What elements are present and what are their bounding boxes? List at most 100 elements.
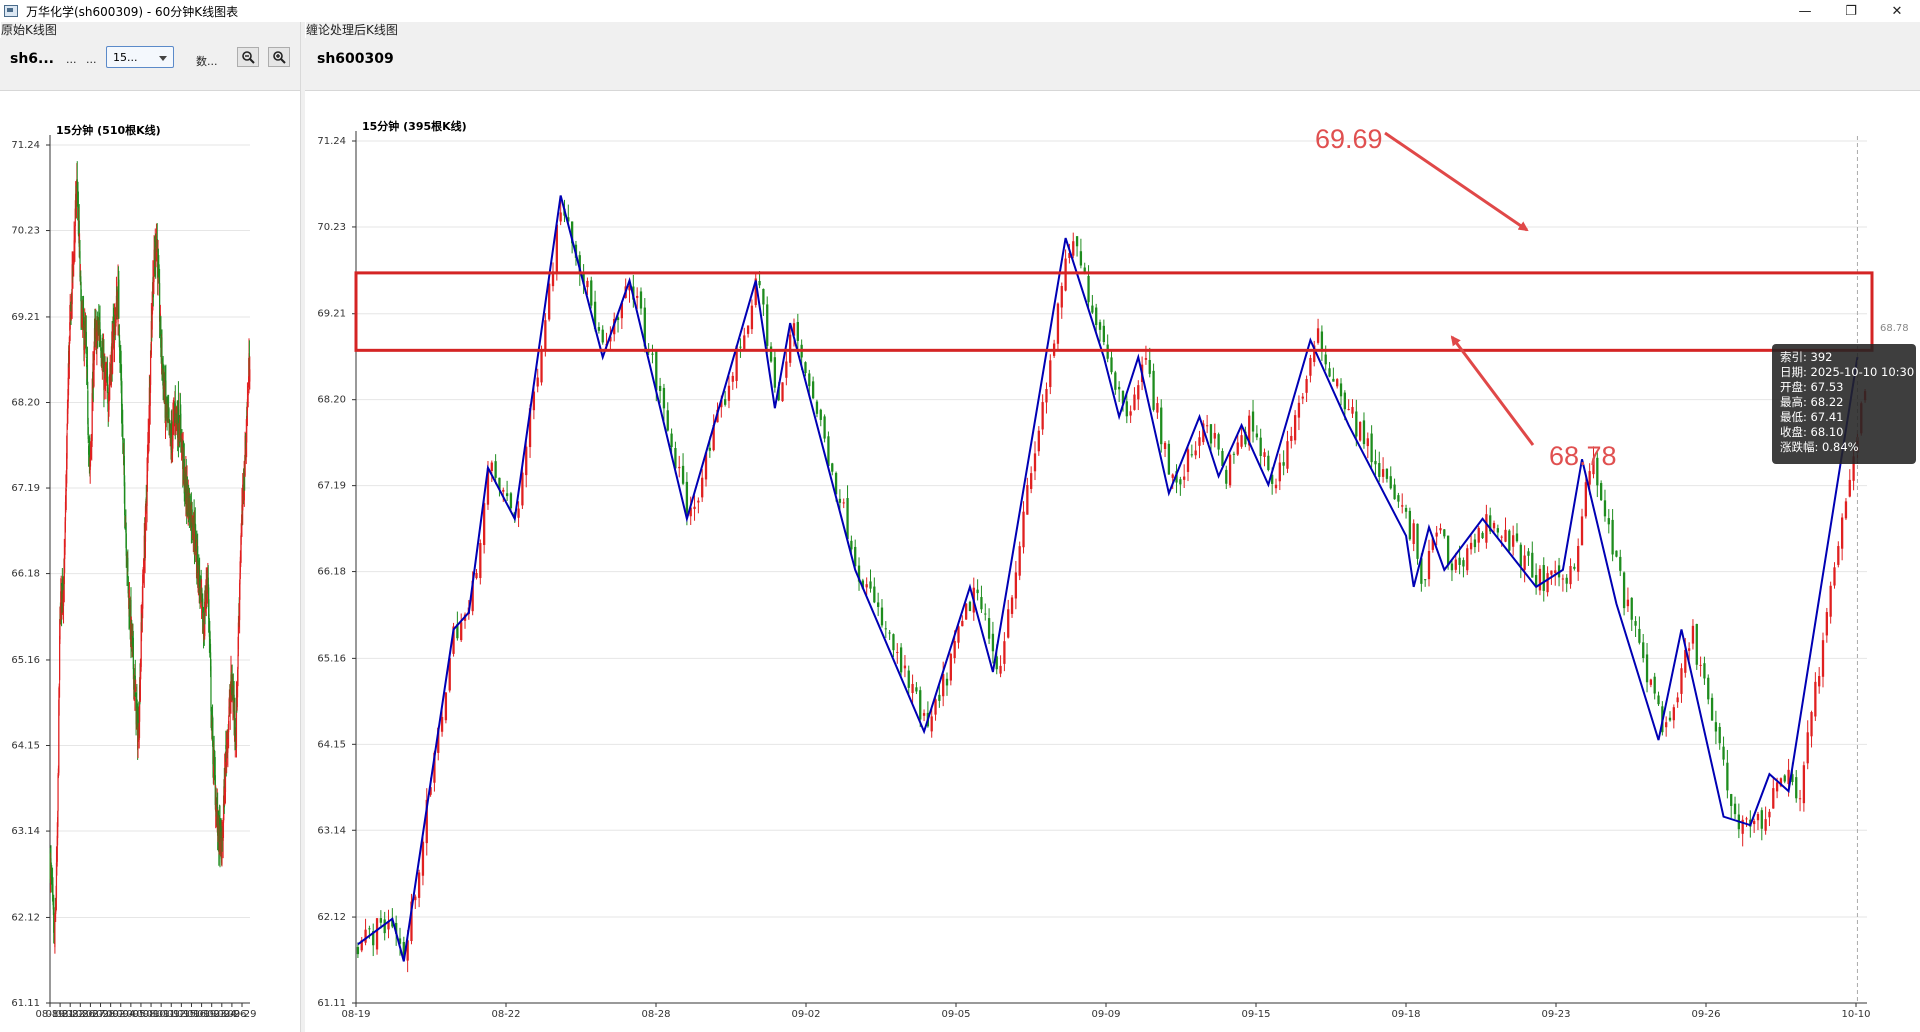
candle-body (1072, 241, 1075, 256)
candle-body (127, 557, 129, 572)
candle-body (228, 706, 230, 717)
candle-body (1496, 528, 1500, 533)
data-button[interactable]: 数... (196, 55, 218, 68)
candle-body (179, 409, 181, 442)
zoom-in-button[interactable] (268, 47, 290, 67)
candle-body (118, 325, 120, 338)
candle-body (1684, 649, 1687, 673)
y-tick-label: 64.15 (11, 741, 40, 752)
close-button[interactable]: ✕ (1891, 3, 1903, 19)
candle-body (964, 603, 968, 620)
candle-body (1362, 420, 1366, 445)
candle-body (1611, 519, 1614, 555)
candle-body (1714, 722, 1718, 732)
candle-body (1531, 552, 1534, 578)
right-kline-chart[interactable]: 15分钟 (395根K线) 71.24 70.23 69.21 68.20 67.19 66… (305, 92, 1920, 1032)
candle-body (1045, 388, 1048, 403)
candle-body (708, 447, 711, 451)
crosshair-price-tag: 68.78 (1880, 323, 1909, 334)
candle-body (697, 500, 700, 503)
candle-body (899, 647, 903, 673)
candle-body (551, 271, 555, 287)
candle-body (456, 624, 459, 639)
candle-body (71, 264, 73, 305)
y-tick-label: 61.11 (11, 998, 40, 1009)
candle-body (219, 825, 221, 854)
x-tick-label: 09-16 (177, 1009, 206, 1020)
right-group-title: 缠论处理后K线图 (306, 22, 1920, 38)
candle-body (1290, 435, 1293, 441)
bi-stroke-line (357, 195, 1859, 962)
y-tick-label: 66.18 (11, 569, 40, 580)
candle-body (194, 523, 196, 544)
panel-splitter[interactable] (300, 22, 306, 1032)
maximize-button[interactable]: ❐ (1845, 3, 1857, 19)
candle-body (1301, 396, 1304, 399)
x-tick-label: 09-29 (227, 1009, 256, 1020)
candle-body (1634, 621, 1637, 626)
left-dots-2[interactable]: ... (86, 53, 97, 66)
candle-body (1783, 775, 1786, 782)
candle-body (460, 622, 463, 641)
candle-body (819, 409, 822, 420)
candle-body (1458, 557, 1461, 565)
candle-body (1538, 568, 1542, 591)
tooltip-change: 涨跌幅: 0.84% (1780, 440, 1859, 454)
candle-body (961, 620, 964, 627)
period-select-value: 15... (113, 51, 138, 64)
candle-body (160, 316, 162, 348)
candle-body (61, 578, 63, 600)
candle-body (1565, 577, 1568, 584)
candle-body (1626, 599, 1630, 607)
candle-body (122, 437, 124, 445)
candle-body (896, 652, 899, 654)
candle-body (976, 589, 979, 594)
candle-body (1397, 495, 1400, 502)
candle-body (1079, 251, 1083, 266)
candle-body (827, 436, 830, 467)
y-tick-label: 70.23 (11, 226, 40, 237)
candle-body (1810, 712, 1813, 737)
y-tick-label: 61.11 (317, 998, 346, 1009)
candle-body (237, 622, 240, 650)
candle-body (1332, 378, 1335, 382)
candle-body (1454, 559, 1457, 570)
candle-body (249, 369, 251, 382)
period-select[interactable]: 15... (106, 46, 174, 68)
x-tick-label: 09-18 (1391, 1009, 1420, 1020)
candle-body (567, 217, 570, 222)
candle-body (1175, 471, 1178, 483)
candle-body (124, 482, 126, 516)
candle-body (475, 572, 478, 579)
zoom-out-button[interactable] (237, 47, 259, 67)
candle-body (987, 618, 991, 639)
left-kline-chart[interactable]: 15分钟 (510根K线) 71.24 70.23 69.21 68.20 67.19 66… (0, 92, 300, 1032)
candle-body (1412, 523, 1415, 544)
candle-body (227, 733, 229, 753)
candle-body (678, 466, 681, 469)
candle-body (758, 280, 761, 286)
minimize-button[interactable]: — (1798, 3, 1812, 19)
left-dots-1[interactable]: ... (66, 53, 77, 66)
candle-body (1607, 518, 1610, 525)
candle-body (86, 359, 88, 367)
candle-body (911, 683, 914, 693)
candle-body (192, 527, 194, 540)
candle-body (620, 302, 624, 319)
candle-body (735, 345, 738, 381)
candle-body (1515, 533, 1519, 542)
x-tick-label: 10-10 (1841, 1009, 1870, 1020)
candle-body (91, 393, 93, 441)
candle-body (880, 607, 884, 626)
candle-body (1492, 523, 1496, 529)
candle-body (69, 308, 71, 330)
candle-body (174, 403, 176, 423)
candle-body (1730, 794, 1733, 806)
candle-body (1381, 469, 1385, 477)
candle-body (857, 565, 861, 582)
candle-body (364, 929, 367, 943)
candle-body (789, 334, 792, 363)
candle-body (1795, 777, 1798, 799)
candle-body (165, 380, 167, 404)
y-tick-label: 71.24 (11, 140, 40, 151)
